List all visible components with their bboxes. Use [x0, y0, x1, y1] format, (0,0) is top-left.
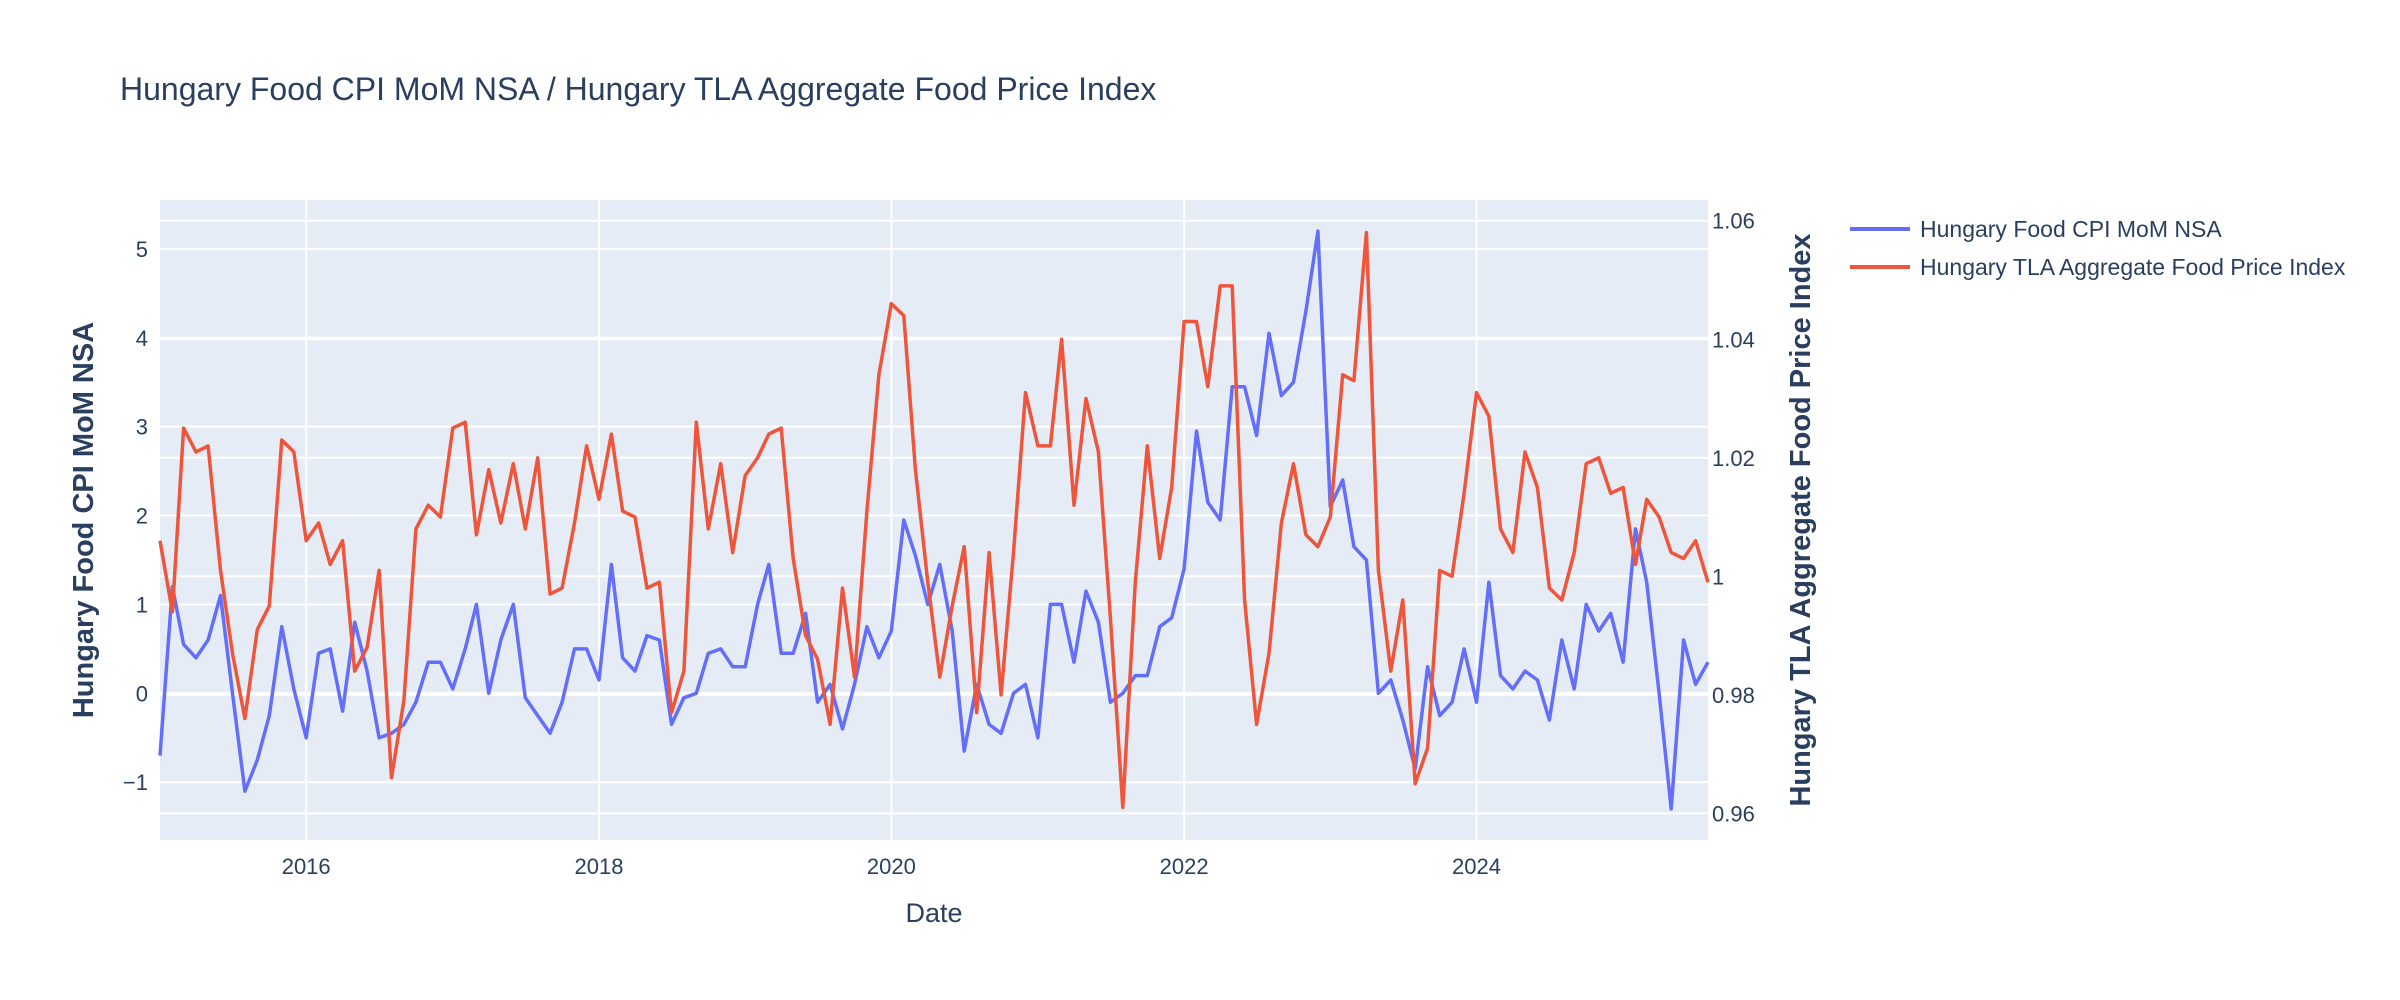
y-right-tick-label: 1.04 [1712, 327, 1755, 352]
y-left-tick-label: 2 [136, 504, 148, 529]
y-right-tick-label: 1 [1712, 564, 1724, 589]
series-layer [158, 229, 1710, 811]
chart-title: Hungary Food CPI MoM NSA / Hungary TLA A… [120, 71, 1156, 107]
right-axis-title: Hungary TLA Aggregate Food Price Index [1785, 233, 1817, 806]
x-tick-label: 2020 [867, 854, 916, 879]
y-right-tick-label: 1.02 [1712, 446, 1755, 471]
series-line-tla-index [158, 230, 1710, 810]
y-left-tick-label: 5 [136, 237, 148, 262]
x-tick-label: 2016 [282, 854, 331, 879]
y-right-tick-label: 0.98 [1712, 683, 1755, 708]
left-axis-title: Hungary Food CPI MoM NSA [68, 322, 100, 718]
series-line-food-cpi [158, 229, 1710, 811]
legend: Hungary Food CPI MoM NSA Hungary TLA Agg… [1850, 216, 2346, 280]
x-tick-label: 2022 [1160, 854, 1209, 879]
x-axis-title: Date [905, 898, 962, 928]
y-left-tick-label: −1 [123, 770, 148, 795]
x-axis-ticks: 2016 2018 2020 2022 2024 [282, 854, 1501, 879]
y-left-tick-label: 1 [136, 592, 148, 617]
y-right-tick-label: 1.06 [1712, 209, 1755, 234]
left-axis-ticks: −1 0 1 2 3 4 5 [123, 237, 148, 795]
x-tick-label: 2018 [574, 854, 623, 879]
y-left-tick-label: 3 [136, 415, 148, 440]
legend-label-tla-index: Hungary TLA Aggregate Food Price Index [1920, 254, 2346, 280]
y-left-tick-label: 4 [136, 326, 148, 351]
y-left-tick-label: 0 [136, 681, 148, 706]
legend-item-food-cpi[interactable]: Hungary Food CPI MoM NSA [1850, 216, 2222, 242]
plot-area [160, 200, 1708, 840]
right-axis-ticks: 0.96 0.98 1 1.02 1.04 1.06 [1712, 209, 1755, 827]
legend-item-tla-index[interactable]: Hungary TLA Aggregate Food Price Index [1850, 254, 2346, 280]
y-right-tick-label: 0.96 [1712, 801, 1755, 826]
x-tick-label: 2024 [1452, 854, 1501, 879]
legend-label-food-cpi: Hungary Food CPI MoM NSA [1920, 216, 2222, 242]
